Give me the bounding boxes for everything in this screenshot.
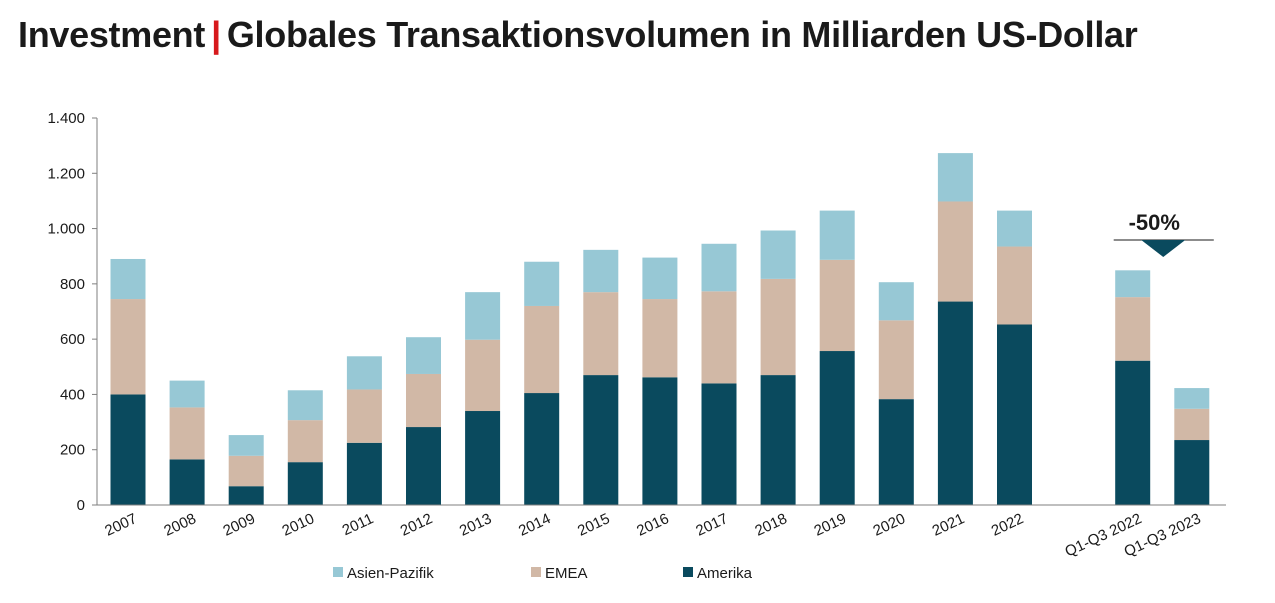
- x-tick-label: 2016: [634, 510, 671, 540]
- bar-segment: [465, 292, 501, 340]
- y-tick-label: 1.200: [47, 165, 85, 182]
- x-tick-label: 2017: [693, 510, 730, 540]
- x-tick-label: 2020: [871, 510, 908, 540]
- page-title: Investment | Globales Transaktionsvolumen …: [18, 14, 1138, 56]
- legend-swatch: [531, 567, 541, 577]
- y-tick-label: 200: [60, 442, 85, 459]
- bar-segment: [997, 246, 1032, 325]
- bar-segment: [465, 411, 501, 505]
- bar-segment: [287, 390, 323, 421]
- x-tick-label: 2012: [398, 510, 435, 540]
- legend-swatch: [683, 567, 693, 577]
- bar-segment: [997, 210, 1032, 247]
- bar-segment: [346, 389, 382, 443]
- title-separator: |: [211, 14, 221, 55]
- x-tick-label: 2018: [752, 510, 789, 540]
- x-tick-label: 2009: [220, 510, 257, 540]
- bar-segment: [819, 259, 855, 352]
- bar-segment: [110, 299, 146, 395]
- bar-segment: [1115, 270, 1151, 298]
- bar-segment: [1174, 440, 1210, 505]
- bar-segment: [228, 486, 264, 505]
- annotation-down-arrow-icon: [1141, 240, 1186, 257]
- x-tick-label: 2008: [161, 510, 198, 540]
- bar-segment: [169, 380, 205, 408]
- bar-segment: [701, 243, 737, 292]
- bar-segment: [937, 153, 973, 202]
- bar-segment: [997, 324, 1032, 505]
- bar-segment: [642, 299, 678, 378]
- bar-segment: [583, 249, 619, 293]
- bar-segment: [169, 407, 205, 460]
- bar-segment: [642, 257, 678, 300]
- bar-segment: [228, 455, 264, 487]
- bar-segment: [760, 375, 796, 505]
- bar-segment: [346, 442, 382, 505]
- bar-segment: [819, 210, 855, 260]
- bar-segment: [583, 292, 619, 376]
- bar-segment: [878, 320, 914, 400]
- y-tick-label: 1.000: [47, 221, 85, 238]
- annotation-label: -50%: [1129, 210, 1180, 235]
- x-tick-label: 2022: [989, 510, 1026, 540]
- bar-segment: [1115, 297, 1151, 361]
- y-tick-label: 0: [77, 497, 85, 514]
- bar-segment: [878, 399, 914, 505]
- x-tick-label: 2021: [930, 510, 967, 540]
- bar-segment: [701, 383, 737, 505]
- bar-segment: [878, 282, 914, 321]
- bar-segment: [642, 377, 678, 505]
- bar-segment: [169, 459, 205, 505]
- title-part2: Globales Transaktionsvolumen in Milliard…: [226, 14, 1138, 55]
- bar-segment: [760, 278, 796, 376]
- bar-segment: [819, 351, 855, 505]
- y-tick-label: 600: [60, 331, 85, 348]
- bar-segment: [524, 393, 560, 505]
- x-tick-label: 2013: [457, 510, 494, 540]
- title-part1: Investment: [18, 14, 206, 55]
- bar-segment: [524, 305, 560, 394]
- bar-segment: [583, 375, 619, 505]
- bar-segment: [1174, 408, 1210, 441]
- x-tick-label: 2019: [811, 510, 848, 540]
- y-tick-label: 800: [60, 276, 85, 293]
- x-tick-label: 2010: [280, 510, 317, 540]
- bar-segment: [110, 258, 146, 300]
- legend-label: Amerika: [697, 565, 753, 582]
- x-tick-label: 2014: [516, 510, 553, 540]
- bar-segment: [937, 201, 973, 302]
- bar-segment: [524, 261, 560, 306]
- bar-segment: [287, 420, 323, 463]
- bar-segment: [406, 427, 441, 505]
- y-tick-label: 400: [60, 386, 85, 403]
- bar-segment: [406, 373, 441, 428]
- x-tick-label: 2015: [575, 510, 612, 540]
- bar-segment: [287, 462, 323, 505]
- x-tick-label: 2011: [340, 510, 376, 539]
- legend-swatch: [333, 567, 343, 577]
- bar-segment: [937, 301, 973, 505]
- bar-segment: [465, 339, 501, 412]
- bar-segment: [760, 230, 796, 279]
- x-tick-label: 2007: [102, 510, 139, 540]
- bar-segment: [228, 435, 264, 456]
- legend-label: EMEA: [545, 565, 588, 582]
- bar-segment: [346, 356, 382, 390]
- bar-segment: [1115, 360, 1151, 505]
- bar-segment: [110, 394, 146, 505]
- legend-label: Asien-Pazifik: [347, 565, 434, 582]
- bar-segment: [701, 291, 737, 384]
- bar-segment: [406, 337, 441, 374]
- bar-segment: [1174, 388, 1210, 409]
- y-tick-label: 1.400: [47, 110, 85, 127]
